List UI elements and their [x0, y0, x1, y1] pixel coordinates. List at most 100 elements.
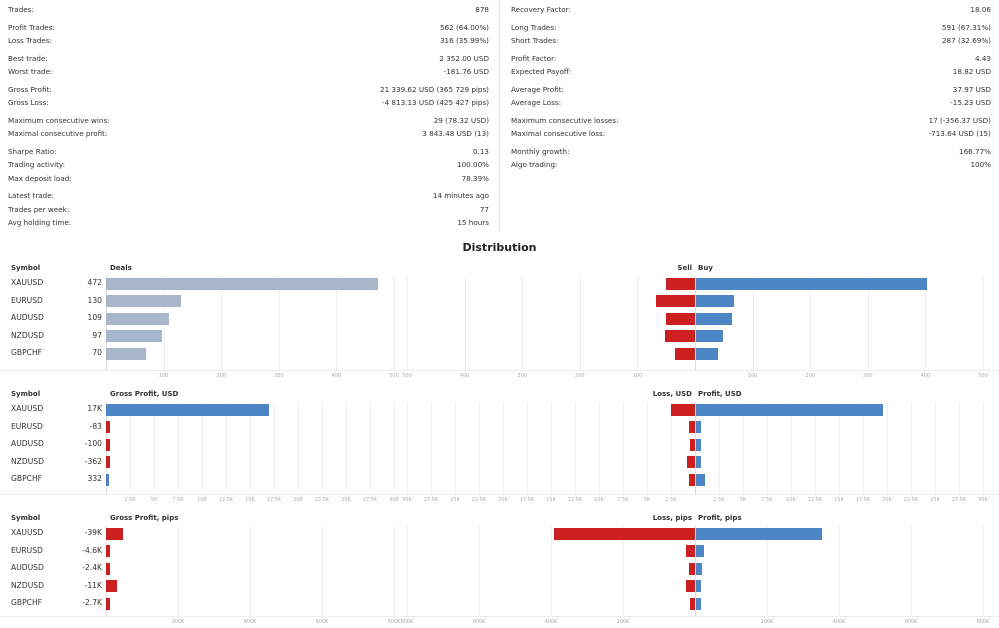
axis-tick-label: 200 [216, 373, 226, 379]
grid-line [178, 402, 179, 494]
axis-tick-label: 300 [274, 373, 284, 379]
axis-tick-label: 7.5K [172, 497, 184, 503]
grid-line [959, 402, 960, 494]
axis-tick-label: 400K [243, 619, 257, 625]
value-label: 332 [87, 474, 103, 483]
bar [655, 295, 695, 307]
stat-value: 2 352.00 USD [439, 53, 489, 63]
stat-value: -4 813.13 USD (425 427 pips) [381, 98, 489, 107]
grid-line [479, 402, 480, 494]
value-label: 109 [87, 313, 103, 322]
grid-line [623, 402, 624, 494]
statistics-panel: Trades: 878 Profit Trades: 562 (64.00%) Loss… [0, 0, 999, 232]
stat-row: Average Profit: 37.97 USD [511, 84, 991, 96]
axis-tick-label: 100 [747, 373, 758, 379]
stat-label: Avg holding time: [8, 218, 72, 227]
axis-tick-label: 12.5K [218, 497, 234, 503]
axis-tick-label: 400 [331, 373, 342, 379]
grid-line [911, 402, 912, 494]
bar [106, 312, 169, 325]
grid-line [887, 402, 888, 494]
stat-value: 37.97 USD [952, 84, 991, 94]
axis-tick-label: 12.5K [807, 497, 823, 503]
grid-line [407, 402, 408, 494]
stat-value: 878 [475, 5, 489, 14]
stat-label: Trading activity: [8, 160, 66, 169]
bar [689, 421, 695, 433]
center-axis [695, 526, 696, 616]
stat-label: Short Trades: [511, 36, 559, 45]
axis-tick-label: 15K [245, 497, 255, 503]
stat-label: Algo trading: [511, 160, 558, 169]
grid-line [815, 402, 816, 494]
value-label: -2.7K [82, 598, 102, 607]
bar [106, 277, 378, 290]
axis-tick-label: 17.5K [519, 497, 535, 503]
symbol-label: EURUSD [11, 545, 43, 555]
stat-value: -181.76 USD [443, 67, 489, 76]
bar [696, 295, 735, 307]
axis-tick-label: 5K [643, 497, 651, 503]
axis-tick-label: 400K [832, 619, 846, 625]
symbol-label: XAUUSD [11, 528, 44, 537]
stat-value: 562 (64.00%) [439, 22, 489, 32]
axis-tick-label: 15K [546, 497, 556, 503]
grid-line [925, 276, 927, 370]
grid-line [274, 402, 275, 494]
axis-tick-label: 200K [171, 619, 185, 625]
stat-label: Monthly growth: [511, 146, 570, 156]
gross-profit-usd-distribution-chart: Symbol Gross Profit, USD Loss, USD Profit, … [0, 388, 999, 506]
stat-label: Expected Payoff: [511, 67, 572, 76]
symbol-label: EURUSD [11, 295, 43, 305]
center-axis [695, 276, 696, 370]
grid-line [464, 276, 466, 370]
stats-divider [499, 0, 500, 232]
symbol-label: GBPCHF [11, 348, 43, 357]
stat-row: Loss Trades: 316 (35.99%) [8, 35, 489, 47]
grid-line [130, 402, 131, 494]
axis-tick-label: 200K [616, 619, 630, 625]
axis-tick-label: 17.5K [855, 497, 871, 503]
bar [696, 347, 718, 360]
column-header-right: Buy [698, 264, 713, 272]
column-header-mid: Loss, pips [652, 514, 692, 522]
axis-tick-label: 400 [920, 373, 931, 379]
gross-profit-pips-distribution-chart: Symbol Gross Profit, pips Loss, pips Profit… [0, 512, 999, 628]
grid-line [623, 526, 624, 616]
column-header-symbol: Symbol [11, 390, 41, 398]
stat-value: 287 (32.69%) [941, 36, 991, 45]
bar [106, 347, 147, 360]
stat-value: 17 (-356.37 USD) [928, 115, 991, 125]
value-label: 17K [87, 404, 102, 413]
bar [666, 312, 695, 325]
symbol-label: GBPCHF [11, 598, 43, 607]
grid-line [791, 402, 792, 494]
stat-row: Recovery Factor: 18.06 [511, 4, 991, 16]
symbol-label: NZDUSD [11, 580, 44, 590]
axis-tick-label: 22.5K [471, 497, 487, 503]
axis-tick-label: 7.5K [617, 497, 629, 503]
grid-line [250, 526, 251, 616]
bar [696, 527, 822, 540]
grid-line [226, 402, 227, 494]
grid-line [935, 402, 936, 494]
symbol-label: NZDUSD [11, 456, 44, 466]
value-label: -11K [84, 580, 102, 590]
symbol-label: XAUUSD [11, 278, 44, 287]
grid-line [221, 276, 223, 370]
stat-row: Maximum consecutive wins: 29 (78.32 USD) [8, 115, 489, 127]
stat-row: Sharpe Ratio: 0.13 [8, 146, 489, 158]
axis-tick-label: 25K [450, 497, 460, 503]
grid-line [407, 276, 408, 370]
axis-tick-label: 22.5K [314, 497, 330, 503]
stat-value: 4.43 [974, 53, 991, 63]
axis-tick-label: 25K [341, 497, 351, 503]
value-label: -4.6K [82, 545, 102, 555]
column-header-left: Gross Profit, USD [110, 390, 179, 398]
stat-value: 316 (35.99%) [439, 36, 489, 45]
axis-tick-label: 500 [402, 373, 412, 379]
bar [553, 527, 695, 540]
center-axis [695, 402, 696, 494]
stat-label: Trades per week: [8, 204, 70, 214]
axis-tick-label: 27.5K [362, 497, 378, 503]
